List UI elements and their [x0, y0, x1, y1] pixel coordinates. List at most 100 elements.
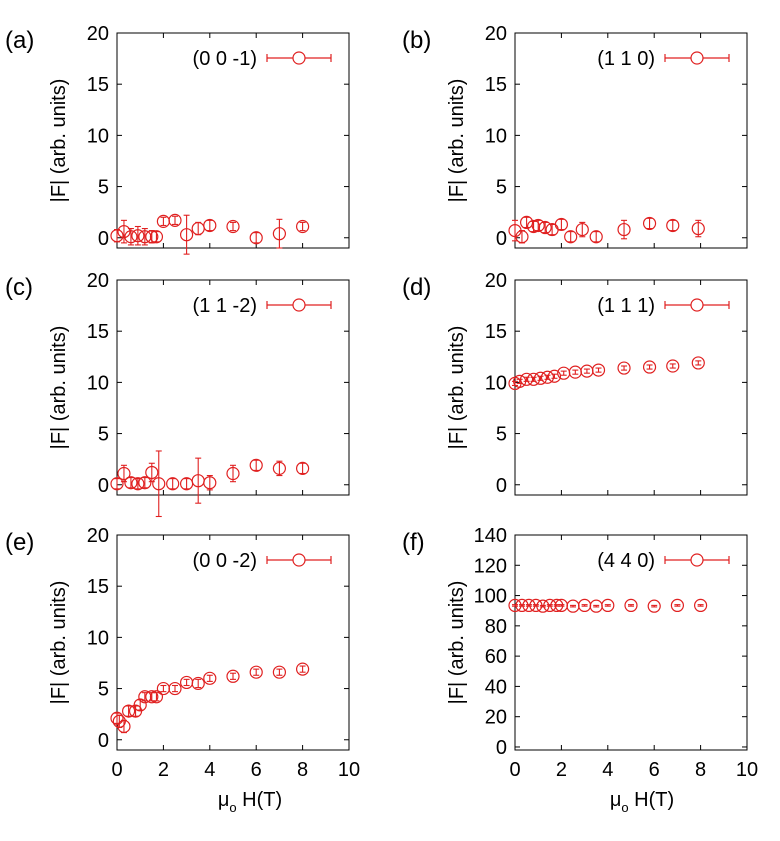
legend-marker — [292, 298, 306, 312]
data-point — [589, 230, 603, 244]
panel-label: (f) — [402, 529, 425, 556]
x-tick-label: 6 — [251, 759, 262, 781]
y-tick-label: 20 — [87, 525, 109, 547]
panel-f: 0 20 40 60 80 100 120 140 0 2 4 6 8 10 |F| (arb. units… — [402, 525, 758, 781]
x-tick-label: 6 — [649, 759, 660, 781]
data-point — [145, 690, 159, 704]
data-point — [647, 599, 661, 613]
y-tick-label: 15 — [87, 576, 109, 598]
data-point — [122, 704, 136, 718]
panel-b: 0 5 10 15 20 |F| (arb. units) (b) (1 1 0) — [402, 23, 748, 250]
data-point — [110, 477, 124, 491]
data-point — [191, 676, 205, 691]
data-point — [203, 476, 217, 490]
legend-marker — [292, 553, 306, 567]
data-point — [540, 370, 555, 384]
panel-label: (c) — [5, 274, 33, 301]
data-point — [531, 218, 545, 233]
data-point — [691, 356, 705, 370]
y-tick-label: 20 — [485, 270, 507, 292]
data-point — [591, 363, 606, 377]
data-point — [272, 227, 286, 241]
data-point — [515, 598, 529, 613]
data-point — [226, 219, 240, 234]
y-tick-label: 0 — [496, 737, 507, 759]
x-axis-title-right: μo H(T) — [610, 789, 674, 815]
data-point — [508, 598, 522, 613]
data-point — [110, 229, 124, 243]
y-tick-label: 80 — [485, 616, 507, 638]
y-tick-label: 0 — [98, 228, 109, 250]
data-point — [117, 466, 131, 481]
legend-label: (1 1 -2) — [193, 295, 257, 317]
y-tick-label: 15 — [485, 74, 507, 96]
y-tick-label: 100 — [474, 586, 507, 608]
plot-frame — [116, 279, 350, 496]
x-tick-label: 10 — [736, 759, 758, 781]
plot-frame — [514, 279, 748, 496]
y-tick-label: 120 — [474, 555, 507, 577]
panel-e: 0 5 10 15 20 0 2 4 6 8 10 |F| (arb. units) (e) (0 0 -… — [5, 525, 360, 781]
plot-frame — [116, 32, 350, 249]
legend-label: (1 1 0) — [597, 48, 655, 70]
y-axis-title: |F| (arb. units) — [446, 79, 468, 203]
y-tick-label: 15 — [87, 321, 109, 343]
panel-label: (a) — [5, 27, 34, 54]
data-point — [180, 228, 194, 242]
y-tick-label: 5 — [98, 177, 109, 199]
y-tick-label: 20 — [87, 270, 109, 292]
data-point — [564, 230, 578, 244]
y-tick-label: 15 — [485, 321, 507, 343]
y-tick-label: 0 — [98, 730, 109, 752]
data-point — [226, 466, 240, 481]
y-tick-label: 20 — [87, 23, 109, 45]
data-point — [272, 461, 286, 475]
y-tick-label: 10 — [87, 125, 109, 147]
y-tick-label: 10 — [485, 372, 507, 394]
data-point — [601, 598, 615, 613]
data-point — [138, 476, 152, 490]
y-tick-label: 5 — [496, 424, 507, 446]
data-point — [145, 230, 159, 244]
data-point — [145, 465, 159, 480]
y-tick-label: 10 — [485, 125, 507, 147]
y-tick-label: 20 — [485, 23, 507, 45]
data-point — [296, 662, 310, 676]
y-tick-label: 5 — [98, 424, 109, 446]
legend-label: (4 4 0) — [597, 550, 655, 572]
data-point — [152, 477, 166, 491]
legend-marker — [690, 51, 704, 65]
data-point — [550, 598, 564, 613]
y-tick-label: 0 — [98, 475, 109, 497]
legend-marker — [292, 51, 306, 65]
data-point — [538, 220, 552, 235]
data-point — [249, 665, 263, 679]
x-tick-label: 0 — [111, 759, 122, 781]
x-tick-label: 10 — [338, 759, 360, 781]
legend-marker — [690, 298, 704, 312]
data-point — [666, 218, 680, 233]
legend-marker — [690, 553, 704, 567]
y-tick-label: 60 — [485, 646, 507, 668]
legend-label: (0 0 -2) — [193, 550, 257, 572]
data-point — [133, 698, 147, 712]
data-point — [110, 711, 124, 725]
plot-frame — [116, 534, 350, 751]
plot-frame — [514, 32, 748, 249]
x-title-base: μ — [610, 789, 622, 811]
x-tick-label: 2 — [556, 759, 567, 781]
y-tick-label: 10 — [87, 372, 109, 394]
data-point — [522, 598, 536, 613]
data-point — [149, 230, 164, 244]
data-point — [526, 372, 541, 386]
x-tick-label: 4 — [602, 759, 613, 781]
x-title-base: μ — [218, 789, 230, 811]
data-point — [670, 598, 685, 613]
data-point — [617, 361, 631, 375]
data-point — [124, 476, 138, 490]
data-point — [296, 461, 310, 475]
data-point — [575, 222, 589, 237]
x-axis-title-left: μo H(T) — [218, 789, 282, 815]
y-tick-label: 5 — [98, 679, 109, 701]
